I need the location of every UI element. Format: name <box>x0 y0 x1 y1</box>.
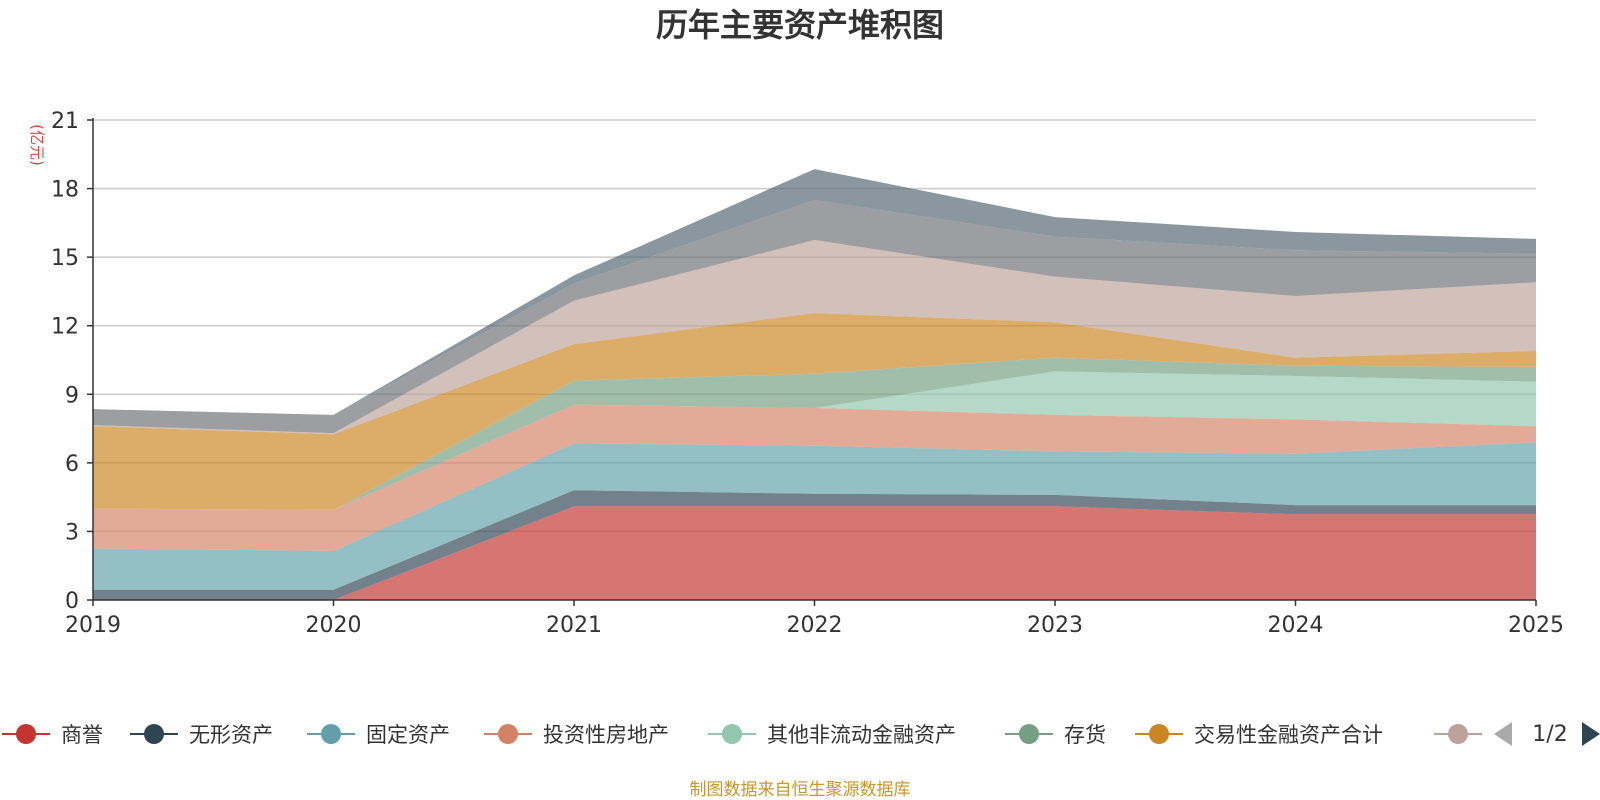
area-series-6[interactable] <box>93 357 1536 510</box>
area-series-1[interactable] <box>93 506 1536 600</box>
legend-label: 无形资产 <box>189 723 273 747</box>
legend-label: 投资性房地产 <box>543 723 669 747</box>
x-tick-label: 2021 <box>546 613 602 638</box>
legend-marker-icon <box>144 724 164 744</box>
x-tick-label: 2020 <box>306 613 362 638</box>
legend-pager[interactable]: 1/2 <box>1494 722 1600 747</box>
legend-marker-icon <box>1448 724 1468 744</box>
area-series-4[interactable] <box>93 404 1536 551</box>
area-series-8[interactable] <box>93 240 1536 435</box>
legend-marker-icon <box>722 724 742 744</box>
y-tick-label: 9 <box>65 383 79 408</box>
x-tick-label: 2022 <box>787 613 843 638</box>
legend-label: 其他非流动金融资产 <box>767 723 956 747</box>
y-tick-label: 12 <box>51 315 79 340</box>
x-tick-label: 2023 <box>1027 613 1083 638</box>
legend-item-3[interactable]: 固定资产 <box>307 723 450 747</box>
y-tick-label: 3 <box>65 520 79 545</box>
area-series-5[interactable] <box>93 371 1536 510</box>
area-series-3[interactable] <box>93 442 1536 590</box>
legend-prev-icon[interactable] <box>1494 722 1512 746</box>
legend-label: 存货 <box>1064 723 1106 747</box>
legend-item-6[interactable]: 存货 <box>1005 723 1106 747</box>
legend-marker-icon <box>16 724 36 744</box>
legend-label: 商誉 <box>61 723 103 747</box>
legend-item-1[interactable]: 商誉 <box>2 723 103 747</box>
y-tick-label: 18 <box>51 178 79 203</box>
legend-item-4[interactable]: 投资性房地产 <box>484 723 669 747</box>
y-tick-label: 21 <box>51 109 79 134</box>
legend-item-8[interactable] <box>1434 724 1482 744</box>
legend-next-icon[interactable] <box>1582 722 1600 746</box>
legend-label: 交易性金融资产合计 <box>1194 723 1383 747</box>
y-tick-label: 0 <box>65 589 79 614</box>
axes: 0 3 6 9 12 15 18 21 2019 2020 2021 2022 2023 2024 2025 <box>51 109 1564 638</box>
area-series <box>93 169 1536 600</box>
legend-marker-icon <box>1149 724 1169 744</box>
area-series-10[interactable] <box>93 169 1536 415</box>
source-note: 制图数据来自恒生聚源数据库 <box>690 780 911 800</box>
legend-marker-icon <box>498 724 518 744</box>
y-tick-label: 15 <box>51 246 79 271</box>
y-axis-unit: (亿元) <box>28 124 46 166</box>
area-series-9[interactable] <box>93 200 1536 434</box>
legend-item-7[interactable]: 交易性金融资产合计 <box>1135 723 1383 747</box>
x-tick-label: 2024 <box>1268 613 1324 638</box>
legend-item-5[interactable]: 其他非流动金融资产 <box>708 723 956 747</box>
legend-label: 固定资产 <box>366 723 450 747</box>
chart-title: 历年主要资产堆积图 <box>656 6 944 44</box>
legend[interactable]: 商誉 无形资产 固定资产 投资性房地产 其他非流动金融资产 存货 交易性金融资产合计 <box>2 723 1482 747</box>
legend-marker-icon <box>321 724 341 744</box>
x-tick-label: 2019 <box>65 613 121 638</box>
area-series-7[interactable] <box>93 313 1536 510</box>
legend-item-2[interactable]: 无形资产 <box>130 723 273 747</box>
legend-marker-icon <box>1019 724 1039 744</box>
x-tick-label: 2025 <box>1508 613 1564 638</box>
legend-page-indicator: 1/2 <box>1532 722 1567 747</box>
y-tick-label: 6 <box>65 452 79 477</box>
